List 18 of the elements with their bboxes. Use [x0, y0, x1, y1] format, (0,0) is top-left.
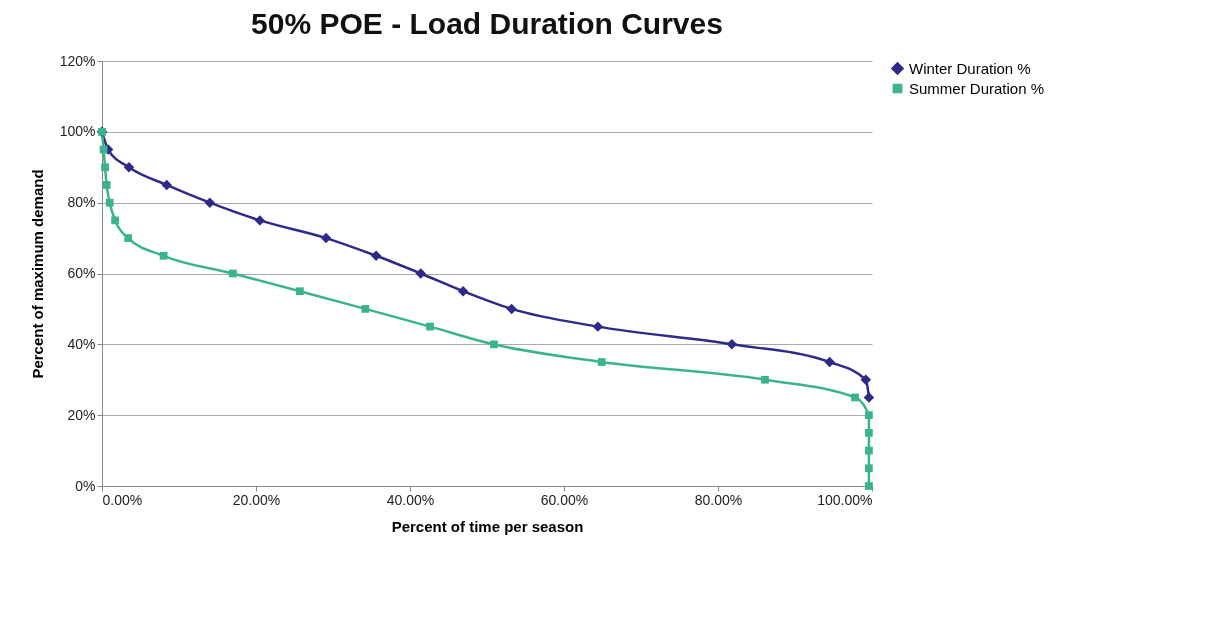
y-axis-title: Percent of maximum demand [28, 169, 46, 379]
legend-label: Summer Duration % [909, 79, 1045, 97]
x-tick-label: 100.00% [817, 491, 873, 508]
x-tick-label: 40.00% [386, 491, 435, 508]
y-tick-label: 80% [67, 194, 96, 211]
y-tick-label: 20% [67, 406, 96, 423]
x-tick-label: 20.00% [232, 491, 281, 508]
x-tick-label: 0.00% [102, 491, 143, 508]
chart-title: 50% POE - Load Duration Curves [251, 7, 723, 40]
x-tick-label: 60.00% [540, 491, 589, 508]
x-tick-label: 80.00% [694, 491, 743, 508]
legend-label: Winter Duration % [909, 59, 1031, 77]
y-tick-label: 120% [59, 52, 96, 69]
y-tick-label: 40% [67, 335, 96, 352]
y-tick-label: 100% [59, 123, 96, 140]
y-tick-label: 60% [67, 265, 96, 281]
x-axis-title: Percent of time per season [391, 517, 584, 535]
y-tick-label: 0% [75, 477, 96, 494]
